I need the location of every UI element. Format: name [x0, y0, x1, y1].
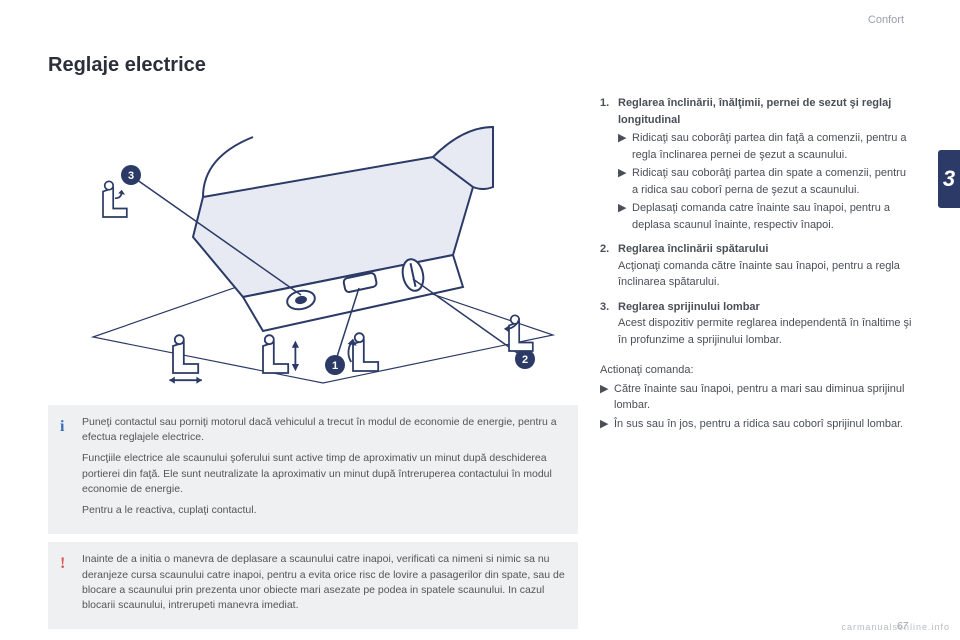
sub-text: Către înainte sau înapoi, pentru a mari …	[614, 381, 912, 414]
bullet-arrow-icon: ▶	[618, 130, 632, 163]
bullet-arrow-icon: ▶	[600, 381, 614, 414]
info-body: Puneţi contactul sau porniţi motorul dac…	[82, 415, 566, 524]
info-p1: Puneţi contactul sau porniţi motorul dac…	[82, 415, 566, 445]
warning-icon: !	[60, 552, 82, 619]
item-number: 2.	[600, 241, 618, 291]
main-content: 1 2 3	[48, 87, 912, 629]
seat-controls-illustration: 1 2 3	[53, 87, 573, 397]
warning-body: Inainte de a initia o manevra de deplasa…	[82, 552, 566, 619]
page-title: Reglaje electrice	[48, 54, 912, 77]
sub-text: Deplasaţi comanda catre înainte sau înap…	[632, 200, 912, 233]
list-item: 1. Reglarea înclinării, înălţimii, perne…	[600, 95, 912, 233]
bullet-arrow-icon: ▶	[600, 416, 614, 433]
sub-text: În sus sau în jos, pentru a ridica sau c…	[614, 416, 903, 433]
info-box: i Puneţi contactul sau porniţi motorul d…	[48, 405, 578, 534]
info-p2: Funcţiile electrice ale scaunului şoferu…	[82, 451, 566, 497]
callout-3: 3	[128, 170, 134, 182]
action-lead: Actionaţi comanda:	[600, 362, 912, 379]
item-text: Acţionaţi comanda către înainte sau înap…	[618, 258, 912, 291]
item-title: Reglarea înclinării, înălţimii, pernei d…	[618, 95, 912, 128]
header-category: Confort	[868, 14, 904, 26]
warning-box: ! Inainte de a initia o manevra de depla…	[48, 542, 578, 629]
item-number: 3.	[600, 299, 618, 349]
left-column: 1 2 3	[48, 87, 578, 629]
info-p3: Pentru a le reactiva, cuplaţi contactul.	[82, 503, 566, 518]
callout-1: 1	[332, 360, 338, 372]
list-item: 2. Reglarea înclinării spătarului Acţion…	[600, 241, 912, 291]
watermark: carmanualsonline.info	[841, 622, 950, 632]
item-number: 1.	[600, 95, 618, 233]
item-title: Reglarea înclinării spătarului	[618, 241, 912, 258]
chapter-tab: 3	[938, 150, 960, 208]
list-item: 3. Reglarea sprijinului lombar Acest dis…	[600, 299, 912, 349]
right-column: 1. Reglarea înclinării, înălţimii, perne…	[600, 87, 912, 629]
warn-p1: Inainte de a initia o manevra de deplasa…	[82, 552, 566, 613]
instructions-list: 1. Reglarea înclinării, înălţimii, perne…	[600, 95, 912, 348]
info-icon: i	[60, 415, 82, 524]
item-text: Acest dispozitiv permite reglarea indepe…	[618, 315, 912, 348]
action-block: Actionaţi comanda: ▶Către înainte sau în…	[600, 362, 912, 432]
bullet-arrow-icon: ▶	[618, 200, 632, 233]
manual-page: Confort 3 Reglaje electrice	[0, 0, 960, 640]
callout-2: 2	[522, 354, 528, 366]
sub-text: Ridicaţi sau coborâţi partea din spate a…	[632, 165, 912, 198]
bullet-arrow-icon: ▶	[618, 165, 632, 198]
sub-text: Ridicaţi sau coborâţi partea din faţă a …	[632, 130, 912, 163]
item-title: Reglarea sprijinului lombar	[618, 299, 912, 316]
